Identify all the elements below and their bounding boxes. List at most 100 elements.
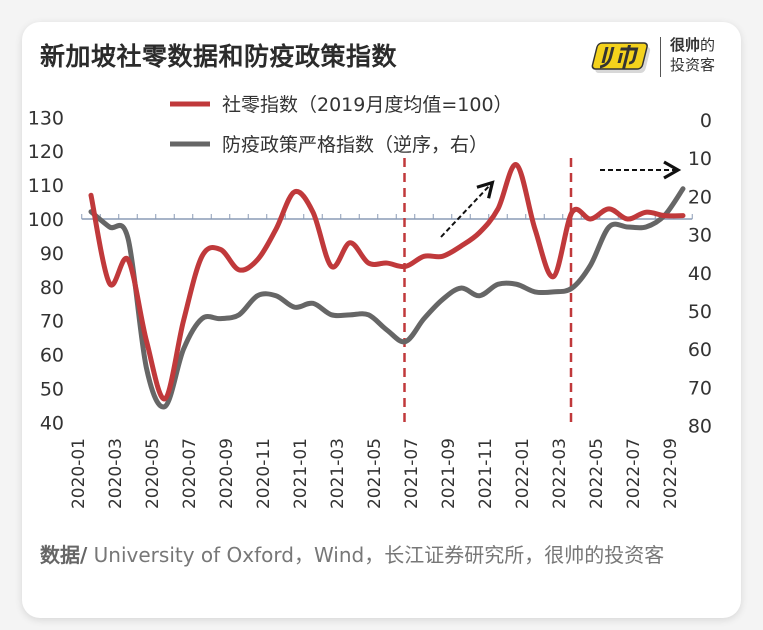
x-tick-label: 2020-05: [143, 438, 163, 509]
point-retail-2022-02: [552, 275, 556, 279]
point-retail-2021-12: [515, 163, 519, 167]
point-retail-2022-05: [607, 207, 611, 211]
point-retail-2020-12: [293, 190, 297, 194]
point-retail-2021-01: [311, 210, 315, 214]
point-retail-2020-09: [237, 268, 241, 272]
point-stringency-2020-09: [237, 313, 241, 317]
point-stringency-2022-07: [644, 225, 648, 229]
x-tick-label: 2022-05: [587, 438, 607, 509]
right-tick-label: 10: [688, 148, 712, 170]
point-stringency-2021-12: [515, 282, 519, 286]
brand-logo: 很帅的 投资客: [590, 33, 730, 81]
x-tick-label: 2021-07: [402, 438, 422, 509]
left-tick-label: 70: [40, 311, 64, 333]
point-stringency-2022-01: [533, 290, 537, 294]
right-tick-label: 50: [688, 301, 712, 323]
right-tick-label: 30: [688, 225, 712, 247]
right-tick-label: 80: [688, 416, 712, 438]
series-line-retail: [88, 162, 686, 402]
x-tick-label: 2020-11: [254, 438, 274, 509]
point-retail-2021-08: [441, 254, 445, 258]
series-lines: [88, 162, 686, 410]
point-stringency-2022-04: [589, 263, 593, 267]
logo-divider: [660, 37, 661, 77]
point-stringency-2020-03: [126, 236, 130, 240]
point-stringency-2020-02: [108, 225, 112, 229]
left-tick-label: 120: [28, 141, 64, 163]
point-retail-2021-02: [330, 264, 334, 268]
point-stringency-2022-05: [607, 225, 611, 229]
point-stringency-2021-01: [311, 301, 315, 305]
point-retail-2021-07: [422, 254, 426, 258]
logo-text-bold: 很帅: [670, 36, 701, 54]
point-retail-2020-07: [200, 254, 204, 258]
point-stringency-2020-08: [219, 317, 223, 321]
point-retail-2021-09: [459, 244, 463, 248]
left-tick-label: 80: [40, 277, 64, 299]
x-tick-label: 2020-09: [217, 438, 237, 509]
x-tick-label: 2022-07: [624, 438, 644, 509]
point-retail-2022-04: [589, 217, 593, 221]
x-tick-label: 2021-11: [476, 438, 496, 509]
source-footer: 数据/ University of Oxford，Wind，长江证券研究所，很帅…: [40, 540, 720, 570]
logo-text: 很帅的 投资客: [670, 35, 715, 75]
x-tick-label: 2021-05: [365, 438, 385, 509]
point-stringency-2021-08: [441, 298, 445, 302]
point-retail-2021-05: [385, 261, 389, 265]
x-tick-label: 2021-01: [291, 438, 311, 509]
point-retail-2020-11: [274, 227, 278, 231]
point-retail-2021-11: [496, 207, 500, 211]
point-stringency-2021-10: [478, 294, 482, 298]
series-line-stringency: [88, 186, 686, 410]
point-retail-2020-05: [163, 397, 167, 401]
point-stringency-2020-11: [274, 294, 278, 298]
point-stringency-2022-02: [552, 290, 556, 294]
point-retail-2022-07: [644, 210, 648, 214]
point-stringency-2021-03: [348, 313, 352, 317]
x-tick-label: 2021-03: [328, 438, 348, 509]
right-tick-label: 0: [700, 110, 712, 132]
source-label: 数据/: [40, 543, 88, 567]
x-tick-label: 2022-09: [661, 438, 681, 509]
trend-arrows: [440, 160, 682, 238]
left-tick-label: 50: [40, 379, 64, 401]
right-tick-label: 70: [688, 377, 712, 399]
point-retail-2021-03: [348, 241, 352, 245]
legend: 社零指数（2019月度均值=100） 防疫政策严格指数（逆序，右）: [170, 94, 513, 156]
x-tick-label: 2021-09: [439, 438, 459, 509]
point-retail-2021-04: [367, 261, 371, 265]
legend-label-retail: 社零指数（2019月度均值=100）: [222, 94, 513, 116]
point-retail-2020-03: [126, 258, 130, 262]
point-stringency-2021-11: [496, 282, 500, 286]
right-tick-label: 60: [688, 339, 712, 361]
logo-mark-icon: [591, 42, 651, 73]
legend-label-stringency: 防疫政策严格指数（逆序，右）: [222, 134, 488, 156]
point-retail-2022-08: [663, 214, 667, 218]
x-tick-label: 2022-03: [550, 438, 570, 509]
point-stringency-2021-05: [385, 328, 389, 332]
left-tick-label: 60: [40, 345, 64, 367]
left-tick-label: 130: [28, 107, 64, 129]
point-stringency-2020-10: [256, 294, 260, 298]
point-stringency-2020-06: [182, 347, 186, 351]
point-retail-2022-03: [570, 210, 574, 214]
x-tick-label: 2020-01: [69, 438, 89, 509]
point-stringency-2021-06: [404, 340, 408, 344]
source-text: University of Oxford，Wind，长江证券研究所，很帅的投资客: [87, 543, 665, 567]
point-stringency-2021-04: [367, 313, 371, 317]
point-retail-2022-01: [533, 227, 537, 231]
point-stringency-2020-05: [163, 405, 167, 409]
logo-text-rest: 的: [700, 36, 716, 54]
logo-text-line2: 投资客: [670, 56, 716, 74]
point-stringency-2021-09: [459, 286, 463, 290]
point-retail-2020-10: [256, 258, 260, 262]
left-tick-label: 100: [28, 209, 64, 231]
diagonal-arrow-icon: [440, 180, 495, 238]
x-tick-label: 2022-01: [513, 438, 533, 509]
point-stringency-2021-02: [330, 313, 334, 317]
left-tick-label: 110: [28, 175, 64, 197]
point-retail-2020-06: [182, 319, 186, 323]
point-stringency-2020-12: [293, 305, 297, 309]
point-retail-2021-06: [404, 264, 408, 268]
